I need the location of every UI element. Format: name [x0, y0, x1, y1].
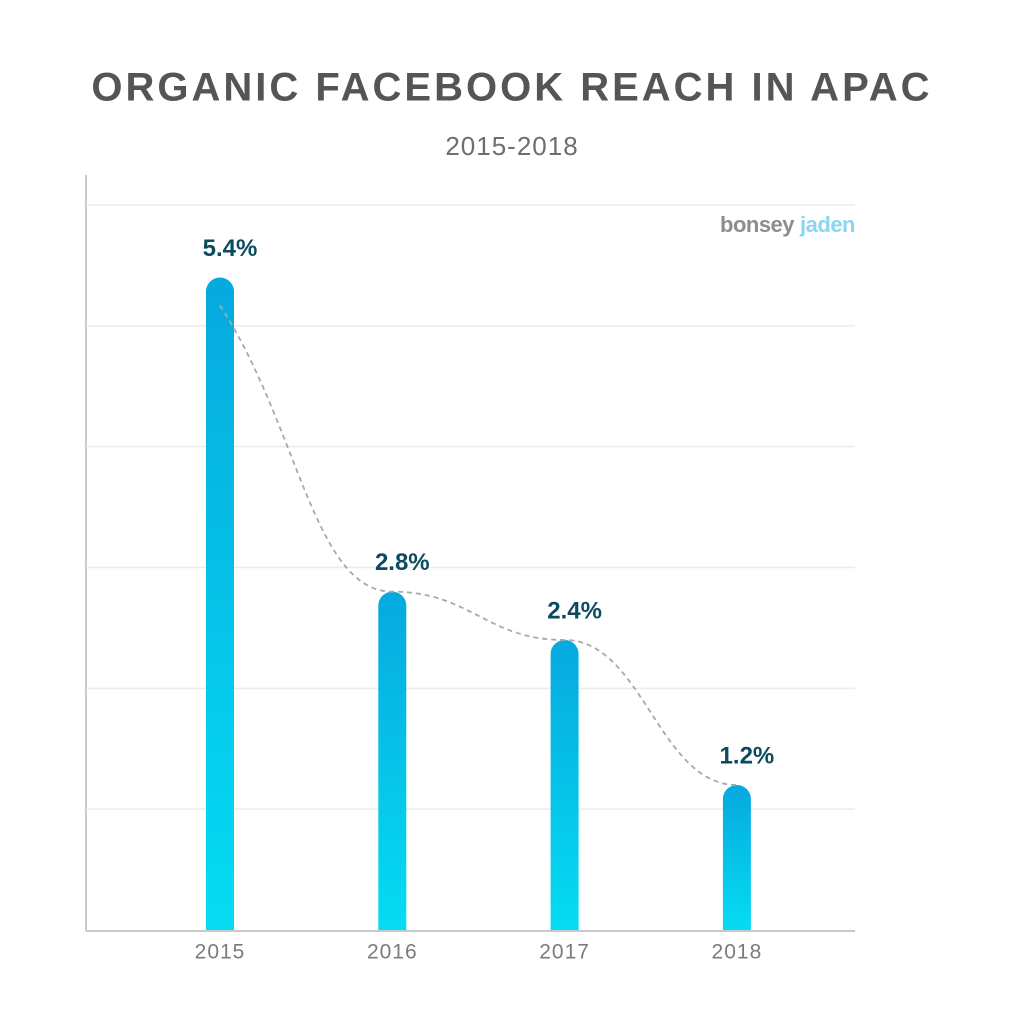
bar: [722, 785, 751, 930]
bar: [550, 640, 579, 930]
watermark-part: bonsey: [720, 212, 795, 237]
x-tick-label: 2015: [195, 941, 246, 964]
watermark-part: jaden: [799, 212, 855, 237]
chart-subtitle: 2015-2018: [445, 131, 578, 161]
bar: [206, 277, 234, 931]
value-label: 5.4%: [203, 235, 258, 262]
x-tick-label: 2018: [712, 941, 763, 964]
chart-title: ORGANIC FACEBOOK REACH IN APAC: [91, 66, 932, 110]
value-label: 1.2%: [720, 742, 775, 769]
x-tick-label: 2017: [539, 941, 590, 964]
value-label: 2.4%: [547, 597, 602, 624]
x-tick-label: 2016: [367, 941, 418, 964]
watermark: bonsey jaden: [720, 212, 855, 237]
value-label: 2.8%: [375, 549, 430, 576]
trend-line: [219, 305, 737, 786]
bar: [378, 591, 407, 930]
